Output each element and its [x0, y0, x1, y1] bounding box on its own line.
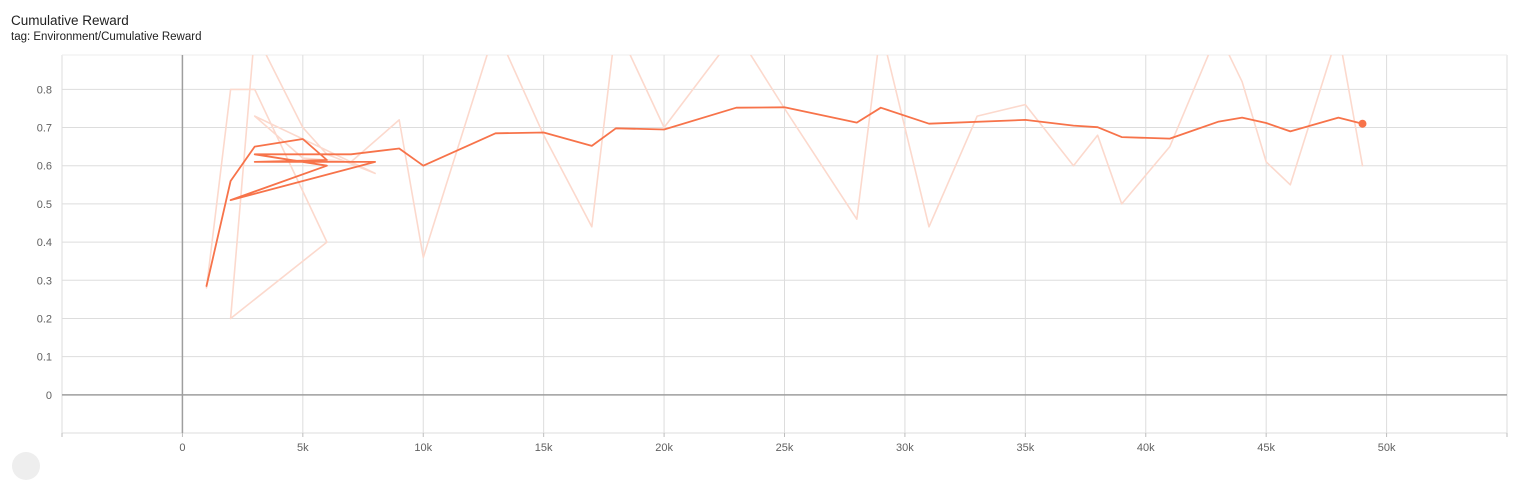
- x-tick-label: 15k: [535, 442, 553, 454]
- y-tick-label: 0.8: [37, 84, 52, 96]
- x-tick-label: 5k: [297, 442, 309, 454]
- y-tick-label: 0: [46, 390, 52, 402]
- x-tick-label: 10k: [414, 442, 432, 454]
- chart-header: Cumulative Reward tag: Environment/Cumul…: [11, 12, 201, 44]
- x-tick-label: 25k: [776, 442, 794, 454]
- x-tick-label: 40k: [1137, 442, 1155, 454]
- settings-icon[interactable]: [12, 452, 40, 480]
- last-point-marker: [1358, 119, 1367, 128]
- y-tick-label: 0.5: [37, 199, 52, 211]
- y-tick-label: 0.2: [37, 313, 52, 325]
- chart-tag: tag: Environment/Cumulative Reward: [11, 31, 202, 43]
- y-tick-label: 0.3: [37, 275, 52, 287]
- y-tick-label: 0.7: [37, 123, 52, 135]
- y-tick-label: 0.6: [37, 161, 52, 173]
- axis-layer: [61, 55, 1508, 437]
- series-layer: [205, 55, 1367, 320]
- chart-title: Cumulative Reward: [11, 13, 129, 28]
- x-tick-label: 0: [179, 442, 185, 454]
- x-tick-label: 50k: [1378, 442, 1396, 454]
- x-tick-label: 35k: [1016, 442, 1034, 454]
- x-tick-label: 30k: [896, 442, 914, 454]
- grid-layer: [61, 54, 1508, 434]
- y-tick-label: 0.1: [37, 352, 52, 364]
- smoothed-series-line: [205, 106, 1364, 287]
- raw-series-line: [205, 55, 1364, 320]
- tick-label-layer: 0 5k 10k 15k 20k 25k 30k 35k 40k 45k 50k 0 0.1 0.2 0.3…: [37, 84, 1396, 454]
- x-tick-label: 20k: [655, 442, 673, 454]
- x-tick-label: 45k: [1257, 442, 1275, 454]
- y-tick-label: 0.4: [37, 237, 52, 249]
- line-chart: 0 5k 10k 15k 20k 25k 30k 35k 40k 45k 50k 0 0.1 0.2 0.3…: [37, 54, 1508, 454]
